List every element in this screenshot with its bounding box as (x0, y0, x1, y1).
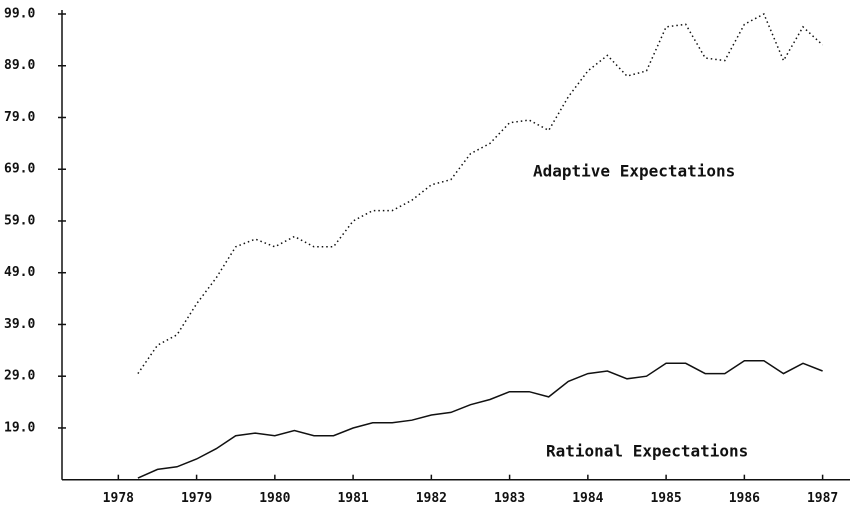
y-tick-label: 49.0 (4, 265, 35, 280)
x-tick-label: 1981 (337, 491, 368, 506)
y-tick-label: 29.0 (4, 369, 35, 384)
annotation: Adaptive Expectations (533, 162, 735, 181)
x-tick-label: 1978 (103, 491, 134, 506)
x-tick-label: 1983 (494, 491, 525, 506)
x-tick-label: 1980 (259, 491, 290, 506)
y-tick-label: 69.0 (4, 162, 35, 177)
y-tick-label: 19.0 (4, 420, 35, 435)
annotation: Rational Expectations (546, 442, 748, 461)
x-tick-label: 1987 (807, 491, 838, 506)
line-series (137, 12, 824, 375)
y-tick-label: 79.0 (4, 110, 35, 125)
x-tick-label: 1985 (650, 491, 681, 506)
x-tick-label: 1982 (416, 491, 447, 506)
x-tick-label: 1986 (729, 491, 760, 506)
y-tick-label: 99.0 (4, 7, 35, 22)
y-tick-label: 59.0 (4, 213, 35, 228)
x-tick-label: 1979 (181, 491, 212, 506)
y-tick-label: 89.0 (4, 58, 35, 73)
y-tick-label: 39.0 (4, 317, 35, 332)
line-series (137, 359, 823, 479)
x-tick-label: 1984 (572, 491, 603, 506)
